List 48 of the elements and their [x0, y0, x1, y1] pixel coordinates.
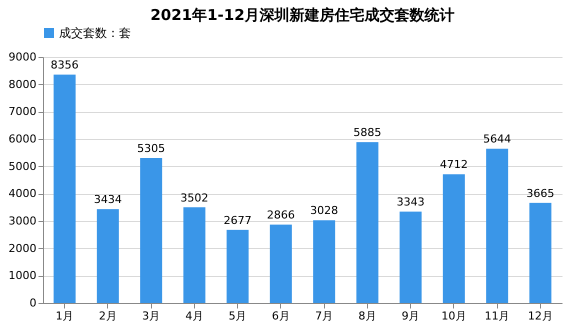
bar [140, 158, 162, 303]
x-tick-label: 5月 [228, 310, 247, 322]
bar [400, 212, 422, 303]
data-label: 8356 [50, 58, 79, 72]
x-tick-label: 7月 [315, 310, 334, 322]
y-tick-label: 9000 [8, 50, 36, 64]
x-tick-label: 3月 [142, 310, 160, 322]
y-tick-label: 3000 [8, 214, 36, 228]
x-tick-label: 4月 [185, 310, 204, 322]
data-label: 5644 [483, 132, 512, 146]
data-label: 3434 [94, 193, 122, 206]
y-tick-label: 5000 [8, 160, 36, 173]
bar [486, 148, 508, 303]
bar [226, 230, 249, 303]
x-tick-label: 9月 [402, 310, 420, 322]
bar [96, 209, 119, 303]
bar [442, 174, 465, 303]
data-label: 2677 [224, 214, 252, 227]
x-tick-label: 10月 [441, 310, 466, 322]
x-tick-label: 11月 [484, 310, 510, 322]
y-tick-label: 2000 [8, 242, 36, 255]
data-label: 3343 [396, 196, 425, 209]
legend-label: 成交套数：套 [59, 26, 131, 40]
y-tick-label: 8000 [8, 78, 36, 91]
x-tick-label: 2月 [98, 310, 117, 322]
y-tick-label: 0 [30, 296, 36, 310]
x-tick-label: 8月 [358, 310, 376, 322]
data-label: 5885 [353, 126, 382, 140]
x-tick-label: 1月 [56, 310, 74, 322]
bar [270, 224, 292, 303]
x-tick-label: 12月 [528, 310, 553, 322]
y-tick-label: 6000 [8, 132, 36, 146]
bar [183, 207, 206, 303]
y-tick-label: 1000 [8, 269, 36, 282]
y-tick-label: 4000 [8, 187, 36, 200]
bar [529, 202, 552, 303]
bar [313, 220, 336, 303]
bar [356, 142, 378, 303]
data-label: 3502 [180, 191, 208, 204]
x-tick-label: 6月 [272, 310, 290, 322]
data-label: 4712 [440, 158, 468, 172]
data-label: 3665 [526, 186, 554, 200]
bar [54, 74, 76, 303]
y-tick-label: 7000 [8, 105, 36, 118]
chart-title: 2021年1-12月深圳新建房住宅成交套数统计 [150, 6, 455, 24]
data-label: 3028 [310, 204, 338, 218]
data-label: 2866 [266, 208, 295, 222]
data-label: 5305 [137, 142, 166, 155]
